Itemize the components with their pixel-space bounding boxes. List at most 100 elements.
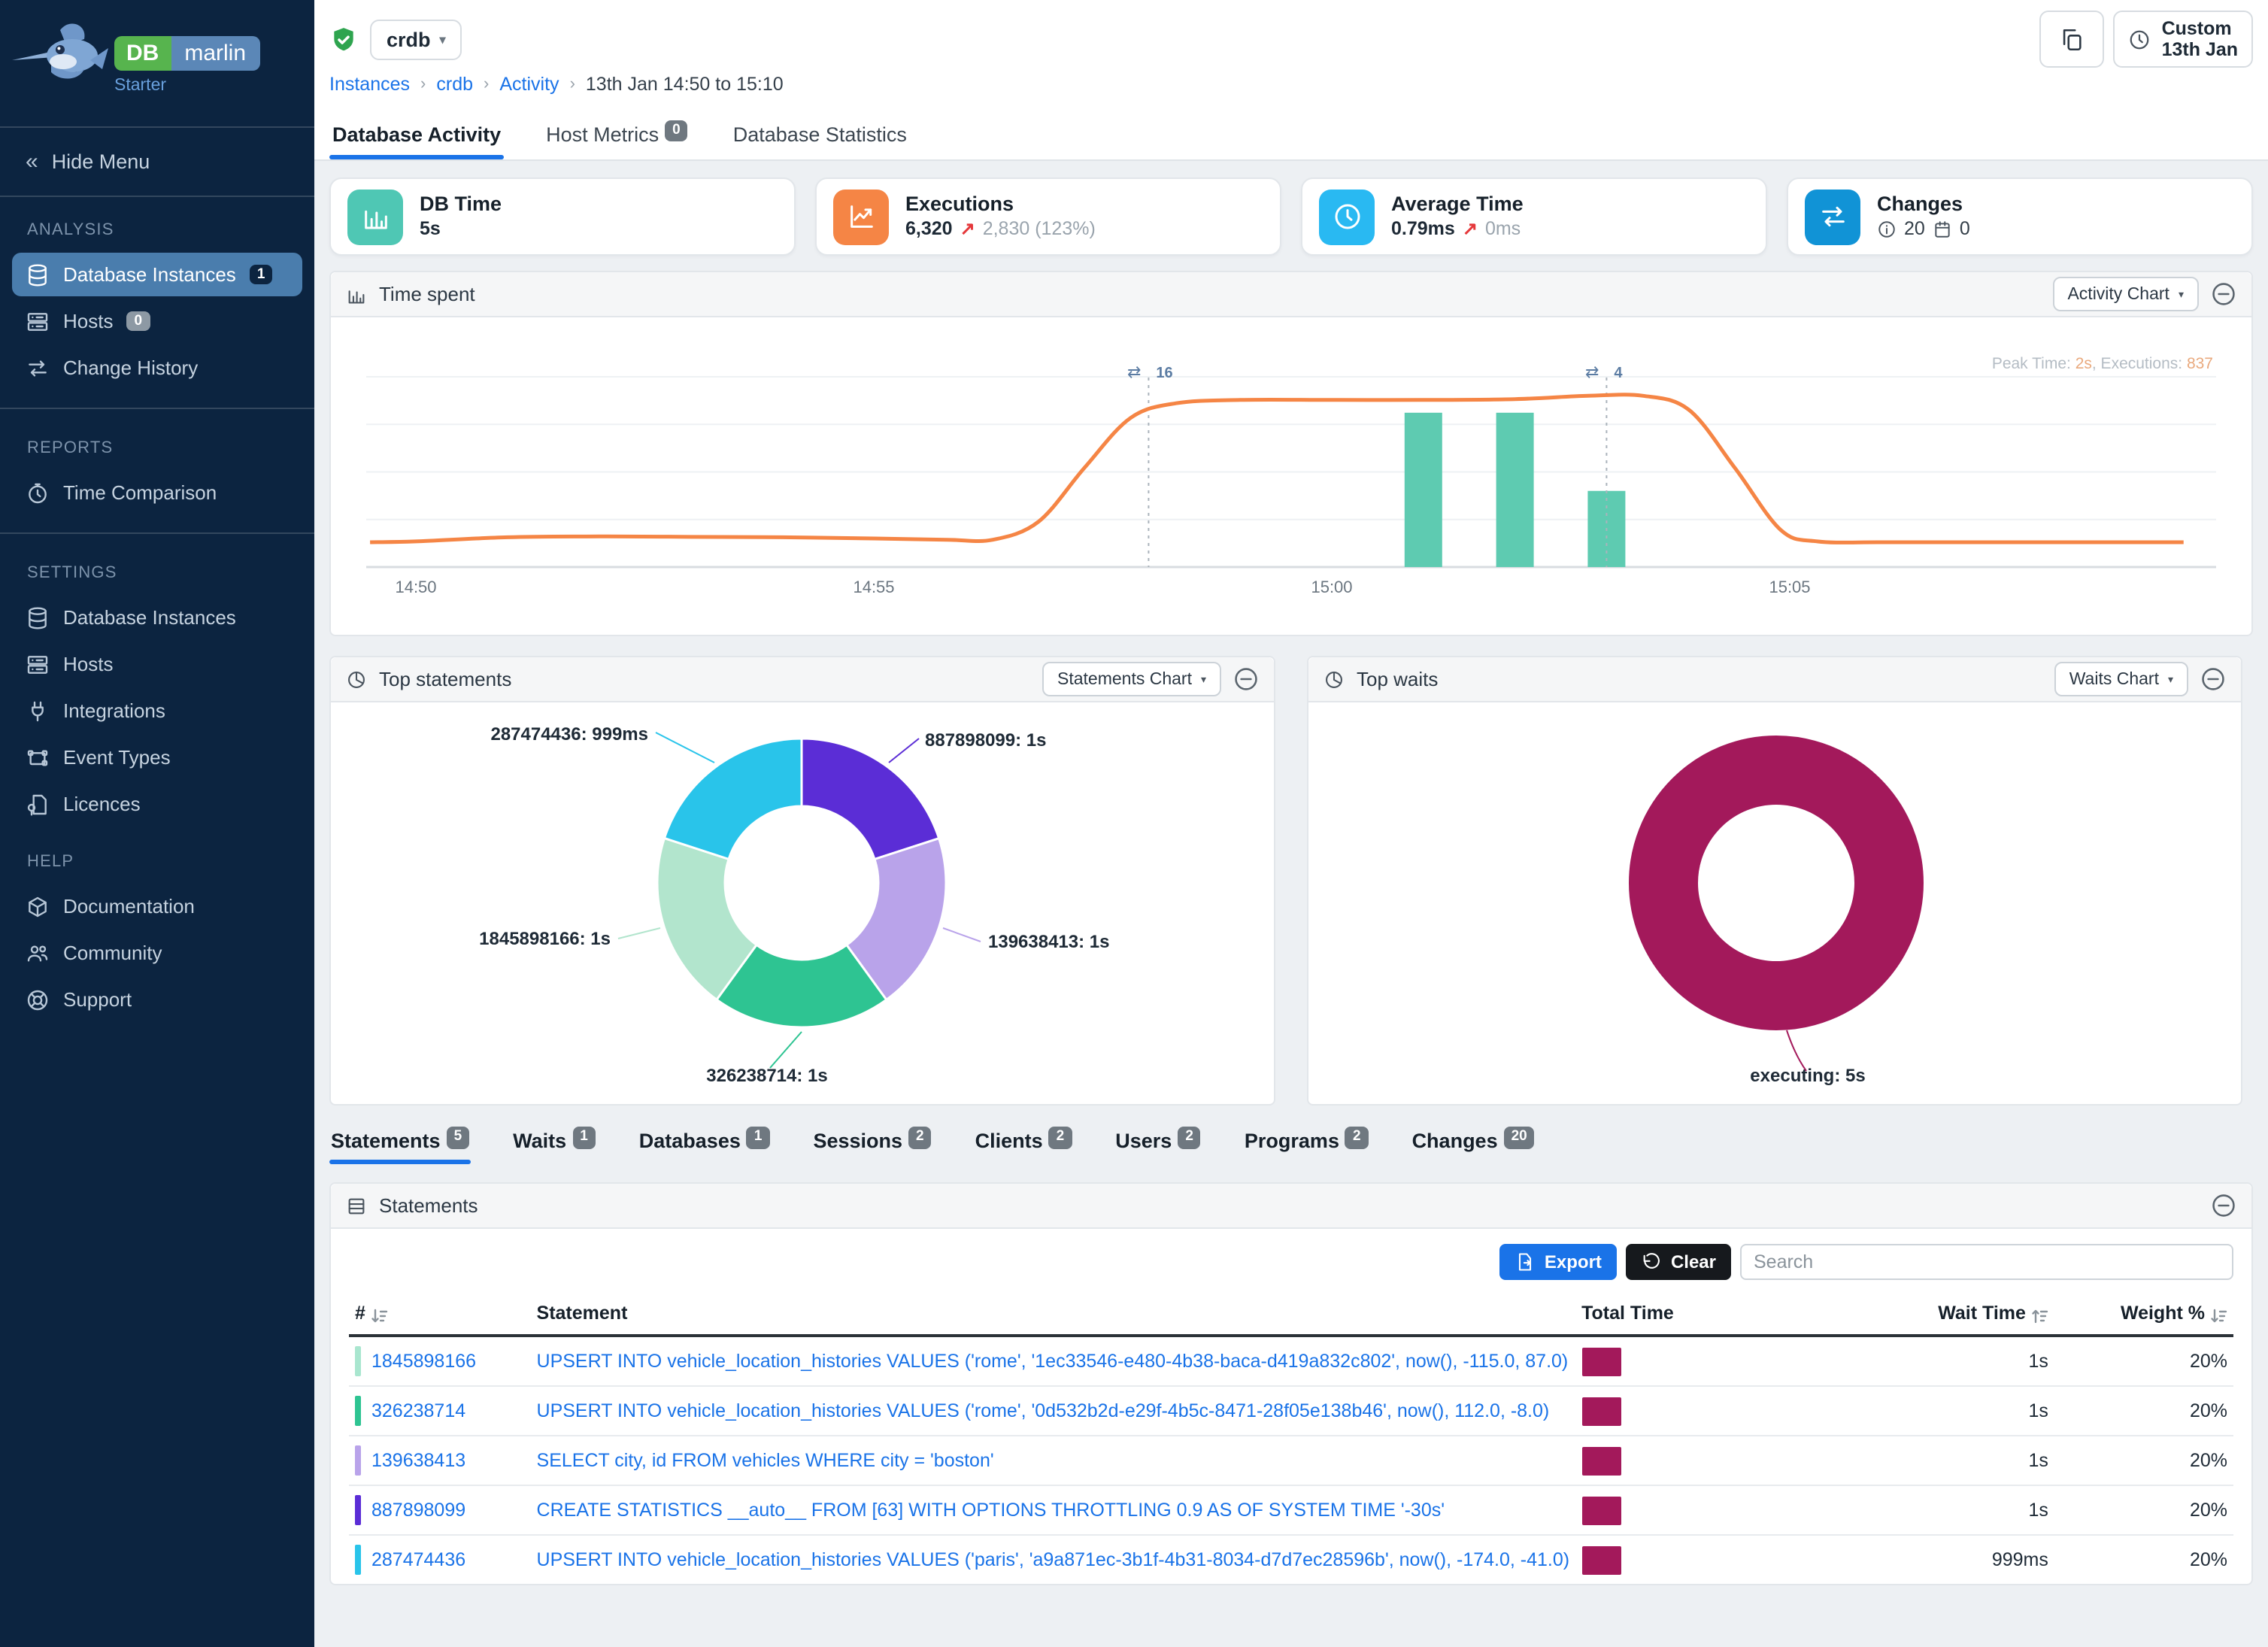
- top-waits-panel: Top waits Waits Chart ▾ executing: 5s: [1307, 656, 2242, 1106]
- breadcrumb-link-activity[interactable]: Activity: [499, 74, 559, 95]
- column-header--[interactable]: #: [349, 1295, 531, 1337]
- sidebar-item-label: Database Instances: [63, 263, 236, 286]
- tab-label: Database Activity: [332, 123, 502, 146]
- column-header-total-time[interactable]: Total Time: [1575, 1295, 1814, 1337]
- exchange-iconbox: [1805, 189, 1860, 244]
- statement-color-chip: [355, 1346, 361, 1376]
- activity-chart-select[interactable]: Activity Chart ▾: [2052, 277, 2199, 311]
- tab-host-metrics[interactable]: Host Metrics 0: [543, 111, 691, 159]
- donut-segment-287474436[interactable]: [663, 737, 803, 861]
- change-annotation[interactable]: ⇄ 16: [1127, 362, 1173, 381]
- detail-tab-sessions[interactable]: Sessions 2: [811, 1127, 932, 1164]
- metric-card-average-time[interactable]: Average Time 0.79ms ↗ 0ms: [1301, 177, 1767, 256]
- column-header-weight-[interactable]: Weight %: [2054, 1295, 2233, 1337]
- detail-tab-changes[interactable]: Changes 20: [1411, 1127, 1536, 1164]
- search-input[interactable]: [1740, 1244, 2233, 1280]
- export-button[interactable]: Export: [1499, 1244, 1617, 1280]
- metric-delta: 2,830 (123%): [982, 217, 1096, 239]
- tab-badge: 5: [446, 1127, 470, 1149]
- marlin-fish-icon: [9, 15, 111, 116]
- statement-text-link[interactable]: SELECT city, id FROM vehicles WHERE city…: [536, 1450, 994, 1471]
- waits-chart-select[interactable]: Waits Chart ▾: [2054, 662, 2188, 696]
- breadcrumb-link-crdb[interactable]: crdb: [436, 74, 474, 95]
- metric-card-changes[interactable]: Changes 20 0: [1787, 177, 2253, 256]
- executions-bar[interactable]: [1496, 412, 1534, 567]
- statement-text-link[interactable]: UPSERT INTO vehicle_location_histories V…: [536, 1351, 1569, 1372]
- copy-link-button[interactable]: [2039, 10, 2105, 68]
- brand-logo[interactable]: DB marlin Starter: [0, 0, 314, 126]
- licence-icon: [26, 792, 50, 816]
- donut-segment-887898099[interactable]: [800, 737, 941, 861]
- trend-up-icon: ↗: [960, 217, 975, 239]
- statement-text-link[interactable]: CREATE STATISTICS __auto__ FROM [63] WIT…: [536, 1500, 1445, 1521]
- breadcrumb-separator: ›: [484, 75, 490, 93]
- column-header-statement[interactable]: Statement: [530, 1295, 1576, 1337]
- statement-id-link[interactable]: 1845898166: [371, 1351, 477, 1372]
- statement-id-link[interactable]: 326238714: [371, 1400, 466, 1421]
- sidebar-item-database-instances[interactable]: Database Instances 1: [12, 253, 302, 296]
- detail-tab-programs[interactable]: Programs 2: [1243, 1127, 1370, 1164]
- time-range-date: 13th Jan: [2161, 39, 2238, 60]
- tab-database-statistics[interactable]: Database Statistics: [730, 111, 910, 159]
- activity-chart[interactable]: 14:50 14:55 15:00 15:05 Peak Time: 2s, Execu…: [331, 317, 2251, 635]
- detail-tab-databases[interactable]: Databases 1: [638, 1127, 772, 1164]
- sidebar-nav: ANALYSIS Database Instances 1 Hosts 0 Change …: [0, 197, 314, 1021]
- sidebar-item-label: Licences: [63, 793, 141, 815]
- statement-id-link[interactable]: 287474436: [371, 1549, 466, 1570]
- statement-id-link[interactable]: 139638413: [371, 1450, 466, 1471]
- detail-tab-clients[interactable]: Clients 2: [974, 1127, 1074, 1164]
- statements-donut-chart[interactable]: 887898099: 1s 139638413: 1s 326238714: 1s 1…: [331, 702, 1274, 1104]
- waits-donut-chart[interactable]: executing: 5s: [1308, 702, 2241, 1104]
- metric-card-db-time[interactable]: DB Time 5s: [329, 177, 796, 256]
- detail-tab-waits[interactable]: Waits 1: [511, 1127, 597, 1164]
- clear-button[interactable]: Clear: [1625, 1244, 1731, 1280]
- sidebar-item-time-comparison[interactable]: Time Comparison: [12, 471, 302, 514]
- collapse-panel-button[interactable]: [2200, 666, 2226, 692]
- svg-text:14:55: 14:55: [853, 578, 894, 596]
- tab-database-activity[interactable]: Database Activity: [329, 111, 505, 159]
- executions-bar[interactable]: [1404, 412, 1442, 567]
- sidebar-item-integrations[interactable]: Integrations: [12, 689, 302, 733]
- sidebar-item-label: Support: [63, 988, 132, 1011]
- detail-tab-statements[interactable]: Statements 5: [329, 1127, 471, 1164]
- breadcrumb-separator: ›: [420, 75, 426, 93]
- collapse-panel-button[interactable]: [1233, 666, 1259, 692]
- metric-card-title: Average Time: [1391, 192, 1524, 215]
- statements-chart-select[interactable]: Statements Chart ▾: [1042, 662, 1221, 696]
- column-header-wait-time[interactable]: Wait Time: [1813, 1295, 2054, 1337]
- instance-selector[interactable]: crdb ▾: [370, 19, 462, 59]
- topbar: crdb ▾ Custom 13th Jan Ins: [314, 0, 2268, 161]
- metric-card-executions[interactable]: Executions 6,320 ↗ 2,830 (123%): [815, 177, 1281, 256]
- sidebar-item-database-instances[interactable]: Database Instances: [12, 596, 302, 639]
- statement-text-link[interactable]: UPSERT INTO vehicle_location_histories V…: [536, 1549, 1570, 1570]
- sidebar-item-event-types[interactable]: Event Types: [12, 736, 302, 779]
- pie-chart-icon: [1324, 669, 1345, 690]
- metric-value: 0.79ms: [1391, 217, 1455, 239]
- time-range-button[interactable]: Custom 13th Jan: [2113, 10, 2253, 68]
- detail-tab-users[interactable]: Users 2: [1114, 1127, 1202, 1164]
- sidebar-item-documentation[interactable]: Documentation: [12, 884, 302, 928]
- sidebar-item-change-history[interactable]: Change History: [12, 346, 302, 390]
- metric-delta: 0ms: [1484, 217, 1521, 239]
- statement-text-link[interactable]: UPSERT INTO vehicle_location_histories V…: [536, 1400, 1550, 1421]
- change-annotation[interactable]: ⇄ 4: [1585, 362, 1623, 381]
- hide-menu-label: Hide Menu: [51, 150, 150, 173]
- donut-segment-executing[interactable]: [1629, 736, 1924, 1030]
- donut-segment-1845898166[interactable]: [656, 836, 759, 1002]
- donut-segment-326238714[interactable]: [714, 943, 888, 1029]
- sidebar-item-community[interactable]: Community: [12, 931, 302, 975]
- sidebar-item-hosts[interactable]: Hosts 0: [12, 299, 302, 343]
- sidebar-item-support[interactable]: Support: [12, 978, 302, 1021]
- breadcrumb-link-instances[interactable]: Instances: [329, 74, 411, 95]
- statement-id-link[interactable]: 887898099: [371, 1500, 466, 1521]
- collapse-panel-button[interactable]: [2211, 281, 2236, 307]
- brand-edition: Starter: [114, 77, 167, 95]
- donut-segment-139638413[interactable]: [844, 836, 948, 1002]
- hide-menu-button[interactable]: « Hide Menu: [12, 140, 302, 184]
- clock-icon: [2129, 28, 2151, 50]
- sidebar-item-licences[interactable]: Licences: [12, 782, 302, 826]
- panel-title: Top statements: [379, 668, 512, 690]
- sidebar-item-hosts[interactable]: Hosts: [12, 642, 302, 686]
- collapse-panel-button[interactable]: [2211, 1193, 2236, 1218]
